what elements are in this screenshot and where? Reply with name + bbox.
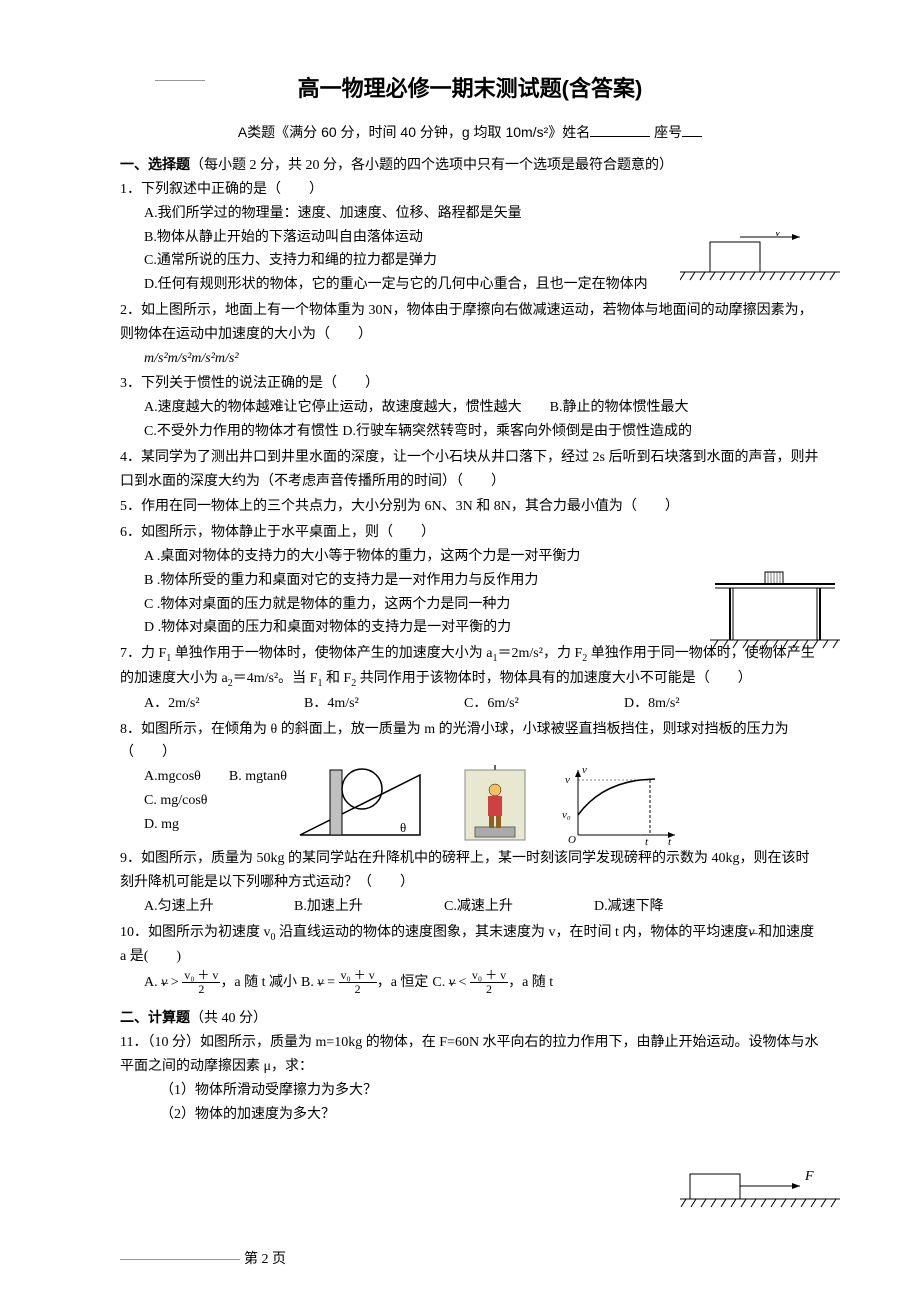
svg-text:v₀: v₀ [562,809,571,821]
figure-vt-graph: v v₀ O t t v [560,765,680,845]
figure-q8-group: θ v v₀ O t [290,765,680,845]
seat-label: 座号 [654,124,682,140]
page-footer: 第 2 页 [120,1248,286,1272]
q11-num: 11． [120,1035,147,1050]
q10-B: B. _v = v₀ ＋ v2，a 恒定 [301,969,428,996]
q7-ta: 力 F [141,646,166,661]
q3-num: 3． [120,376,141,391]
q7-tg: 共同作用于该物体时，物体具有的加速度大小不可能是（ ） [356,671,752,686]
subtitle: A类题《满分 60 分，时间 40 分钟，g 均取 10m/s²》姓名 座号 [120,121,820,145]
svg-text:F: F [804,1169,814,1184]
figure-incline: θ [290,765,430,845]
q3-opt-b: B.静止的物体惯性最大 [550,400,689,415]
q7-num: 7． [120,646,141,661]
question-9: 9．如图所示，质量为 50kg 的某同学站在升降机中的磅秤上，某一时刻该同学发现… [120,847,820,918]
figure-elevator [440,765,550,845]
svg-text:v: v [582,765,587,776]
section2-title: 二、计算题 [120,1009,190,1025]
q10-ta: 如图所示为初速度 v [148,925,271,940]
svg-text:v: v [565,774,570,786]
q6-opt-a: A .桌面对物体的支持力的大小等于物体的重力，这两个力是一对平衡力 [144,545,820,569]
q7-opt-c: C．6m/s² [464,692,624,716]
q2-text: 如上图所示，地面上有一个物体重为 30N，物体由于摩擦向右做减速运动，若物体与地… [120,303,813,342]
question-2: 2．如上图所示，地面上有一个物体重为 30N，物体由于摩擦向右做减速运动，若物体… [120,299,820,370]
q1-text: 下列叙述中正确的是（ ） [141,182,323,197]
q7-opt-b: B．4m/s² [304,692,464,716]
footer-text: 第 2 页 [244,1252,286,1267]
fig1-label: v [775,232,781,239]
q7-tb: 单独作用于一物体时，使物体产生的加速度大小为 a [171,646,492,661]
q11-s2: （2）物体的加速度为多大？ [160,1103,820,1127]
page-title: 高一物理必修一期末测试题(含答案) [120,70,820,107]
seat-blank [682,123,702,137]
q7-tc: ＝2m/s²，力 F [498,646,583,661]
q11-s1: （1）物体所滑动受摩擦力为多大？ [160,1079,820,1103]
question-8: 8．如图所示，在倾角为 θ 的斜面上，放一质量为 m 的光滑小球，小球被竖直挡板… [120,718,820,846]
q5-num: 5． [120,499,141,514]
q10-tb: 沿直线运动的物体的速度图象，其末速度为 v，在时间 t 内，物体的平均速度 [276,925,749,940]
q7-te: ＝4m/s²。当 F [233,671,318,686]
svg-text:θ: θ [400,820,406,835]
q9-text: 如图所示，质量为 50kg 的某同学站在升降机中的磅秤上，某一时刻该同学发现磅秤… [120,851,810,890]
q8-opt-b: B. mgtanθ [229,769,287,784]
question-4: 4．某同学为了测出井口到井里水面的深度，让一个小石块从井口落下，经过 2s 后听… [120,446,820,494]
q10-num: 10． [120,925,148,940]
q1-num: 1． [120,182,141,197]
q7-opt-d: D．8m/s² [624,692,764,716]
q8-text: 如图所示，在倾角为 θ 的斜面上，放一质量为 m 的光滑小球，小球被竖直挡板挡住… [120,722,789,761]
section1-note: （每小题 2 分，共 20 分，各小题的四个选项中只有一个选项是最符合题意的） [190,158,673,173]
svg-text:O: O [568,834,576,845]
figure-q11: F [680,1166,840,1225]
q3-text: 下列关于惯性的说法正确的是（ ） [141,376,379,391]
svg-text:t: t [645,836,649,845]
q8-opt-c: C. mg/cosθ [144,789,290,813]
section1-title: 一、选择题 [120,156,190,172]
section2-note: （共 40 分） [190,1011,267,1026]
name-blank [590,123,650,137]
q9-opt-a: A.匀速上升 [144,895,294,919]
svg-text:t: t [668,836,672,845]
q4-text: 某同学为了测出井口到井里水面的深度，让一个小石块从井口落下，经过 2s 后听到石… [120,450,818,489]
q3-opt-a: A.速度越大的物体越难让它停止运动，故速度越大，惯性越大 [144,400,522,415]
q7-opt-a: A．2m/s² [144,692,304,716]
q11-text: （10 分）如图所示，质量为 m=10kg 的物体，在 F=60N 水平向右的拉… [120,1035,819,1074]
question-5: 5．作用在同一物体上的三个共点力，大小分别为 6N、3N 和 8N，其合力最小值… [120,495,820,519]
question-10: 10．如图所示为初速度 v0 沿直线运动的物体的速度图象，其末速度为 v，在时间… [120,921,820,997]
section-1-header: 一、选择题（每小题 2 分，共 20 分，各小题的四个选项中只有一个选项是最符合… [120,153,820,178]
q10-C: C. _v < v₀ ＋ v2，a 随 t [432,969,553,996]
q4-num: 4． [120,450,141,465]
q6-num: 6． [120,525,141,540]
figure-q1: v [680,232,840,296]
q8-opt-d: D. mg [144,813,290,837]
q9-num: 9． [120,851,141,866]
question-3: 3．下列关于惯性的说法正确的是（ ） A.速度越大的物体越难让它停止运动，故速度… [120,372,820,443]
q9-opt-b: B.加速上升 [294,895,444,919]
question-11: 11．（10 分）如图所示，质量为 m=10kg 的物体，在 F=60N 水平向… [120,1031,820,1126]
q3-opt-d: D.行驶车辆突然转弯时，乘客向外倾倒是由于惯性造成的 [342,424,692,439]
q3-opt-c: C.不受外力作用的物体才有惯性 [144,424,339,439]
q8-opt-a: A.mgcosθ [144,769,201,784]
q8-num: 8． [120,722,141,737]
q6-text: 如图所示，物体静止于水平桌面上，则（ ） [141,525,435,540]
q2-num: 2． [120,303,141,318]
q5-text: 作用在同一物体上的三个共点力，大小分别为 6N、3N 和 8N，其合力最小值为（… [141,499,679,514]
header-rule [155,80,205,81]
subtitle-text: A类题《满分 60 分，时间 40 分钟，g 均取 10m/s²》姓名 [238,124,590,140]
q7-tf: 和 F [322,671,351,686]
section-2-header: 二、计算题（共 40 分） [120,1006,820,1031]
figure-q6 [710,570,840,669]
q1-opt-a: A.我们所学过的物理量：速度、加速度、位移、路程都是矢量 [144,202,820,226]
q9-opt-c: C.减速上升 [444,895,594,919]
q10-A: A. _v > v₀ ＋ v2，a 随 t 减小 [144,969,297,996]
q2-unit: m/s²m/s²m/s²m/s² [144,351,239,366]
q9-opt-d: D.减速下降 [594,895,734,919]
